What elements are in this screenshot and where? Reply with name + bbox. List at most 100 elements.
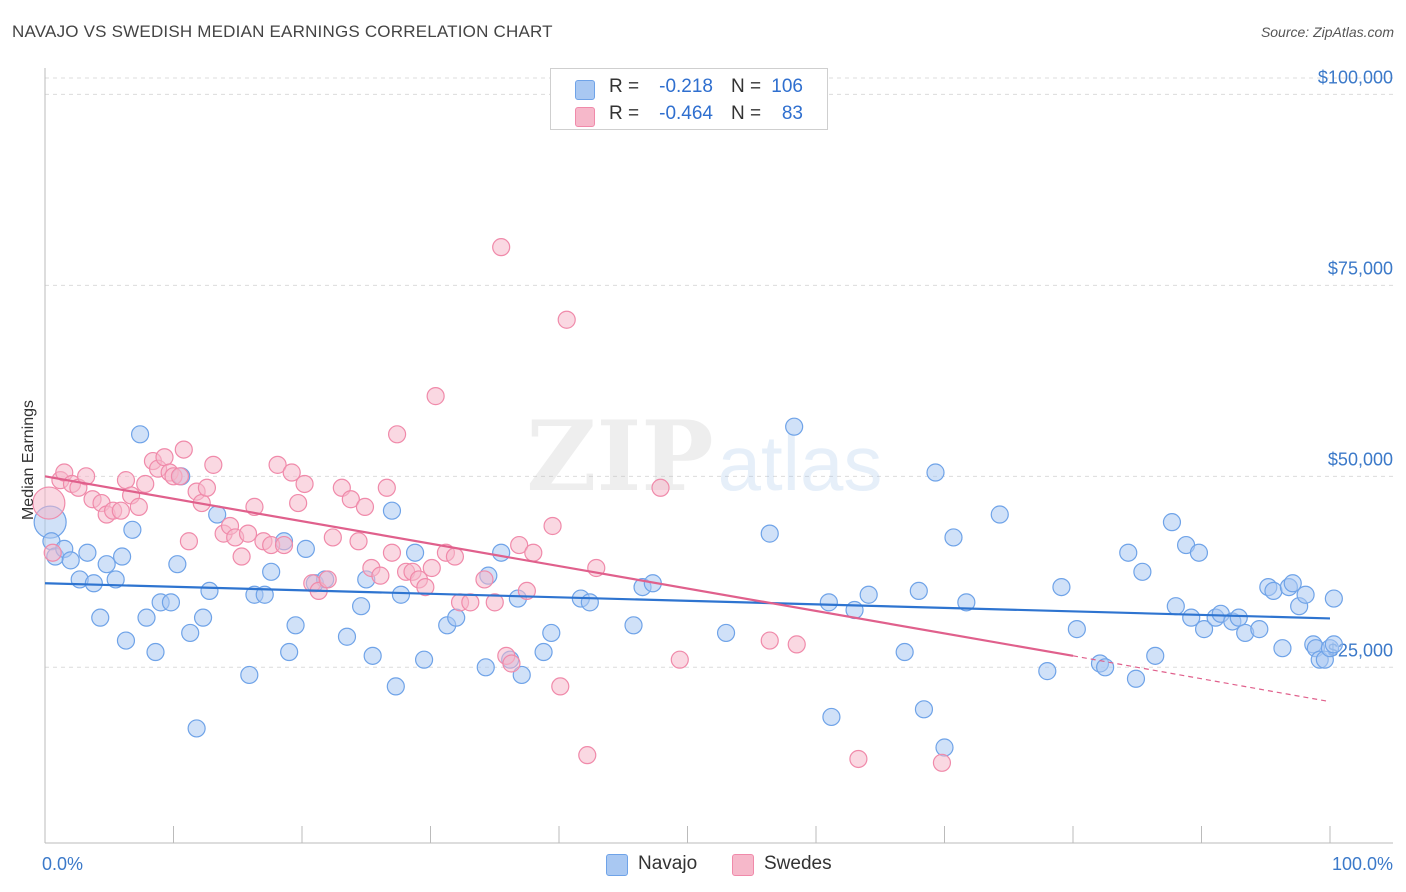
point-navajo [1296, 585, 1315, 604]
point-swedes [787, 635, 806, 654]
point-navajo [909, 581, 928, 601]
point-swedes [238, 524, 258, 543]
y-tick-label: $50,000 [1328, 449, 1393, 469]
point-swedes [416, 577, 435, 597]
chart-title: NAVAJO VS SWEDISH MEDIAN EARNINGS CORREL… [12, 22, 553, 41]
point-swedes [349, 532, 368, 551]
point-swedes [551, 677, 570, 696]
point-navajo [352, 597, 371, 616]
point-navajo [1283, 574, 1302, 593]
point-navajo [106, 570, 125, 589]
point-swedes [461, 593, 480, 612]
point-navajo [137, 608, 156, 627]
point-swedes [204, 455, 223, 474]
point-navajo [161, 593, 181, 612]
point-navajo [391, 585, 411, 604]
y-tick-label: $25,000 [1328, 640, 1393, 660]
bottom-legend-swedes: Swedes [732, 851, 852, 877]
point-swedes [318, 570, 337, 589]
point-swedes [32, 486, 66, 520]
point-swedes [289, 493, 308, 513]
point-navajo [1119, 543, 1138, 562]
grid-lines [45, 77, 1393, 668]
legend-row-swedes: R = -0.464 N = 83 [551, 100, 827, 128]
point-navajo [624, 616, 643, 635]
point-navajo [1146, 646, 1165, 665]
point-swedes [111, 501, 130, 520]
y-tick-label: $100,000 [1318, 67, 1393, 87]
point-swedes [295, 474, 314, 494]
point-swedes [174, 440, 193, 459]
point-navajo [286, 616, 305, 635]
point-swedes [136, 474, 155, 494]
point-swedes [282, 463, 301, 482]
point-navajo [1194, 620, 1214, 639]
point-navajo [91, 608, 110, 627]
point-swedes [485, 593, 504, 612]
legend-r-label: R = [609, 76, 640, 97]
bottom-legend-swatch-navajo [606, 854, 628, 876]
point-navajo [1096, 658, 1115, 677]
point-navajo [447, 608, 466, 627]
point-swedes [129, 497, 148, 516]
point-swedes [274, 535, 294, 555]
point-swedes [382, 543, 402, 562]
point-navajo [382, 501, 402, 520]
point-swedes [510, 535, 529, 555]
legend-n-value: 106 [771, 76, 803, 97]
point-navajo [1126, 669, 1146, 688]
point-swedes [760, 631, 779, 650]
legend-r-value: -0.464 [659, 103, 713, 124]
point-navajo [935, 738, 954, 757]
point-swedes [492, 238, 511, 257]
point-navajo [130, 425, 150, 444]
point-navajo [1067, 620, 1086, 639]
legend-r-label: R = [609, 103, 640, 124]
point-swedes [557, 310, 576, 329]
point-navajo [386, 677, 405, 696]
point-navajo [280, 642, 299, 662]
point-swedes [524, 543, 543, 562]
x-tick-label: 0.0% [42, 854, 83, 874]
point-navajo [534, 642, 553, 662]
point-swedes [197, 478, 217, 497]
point-navajo [476, 658, 495, 677]
point-navajo [1182, 608, 1201, 627]
point-navajo [146, 642, 165, 662]
trend-line-swedes [44, 475, 1074, 657]
point-navajo [337, 627, 357, 646]
point-navajo [296, 539, 315, 558]
point-navajo [957, 593, 976, 612]
legend-n-label: N = [731, 103, 762, 124]
point-swedes [445, 547, 465, 566]
bottom-legend-navajo: Navajo [606, 851, 716, 877]
point-swedes [341, 490, 360, 509]
legend-swatch-swedes [575, 107, 595, 127]
point-navajo [819, 593, 838, 612]
point-swedes [43, 543, 62, 562]
point-swedes [377, 478, 396, 497]
axes [44, 68, 1393, 844]
point-swedes [651, 478, 670, 497]
point-navajo [240, 665, 259, 685]
point-swedes [232, 547, 251, 566]
point-swedes [116, 471, 136, 490]
y-tick-labels: $100,000 $75,000 $50,000 $25,000 [1318, 67, 1393, 660]
point-navajo [97, 555, 116, 574]
x-tick-labels: 0.0% 100.0% [42, 854, 1393, 874]
point-navajo [200, 581, 219, 601]
legend-swatch-navajo [575, 80, 595, 100]
point-navajo [895, 642, 914, 662]
point-navajo [193, 608, 213, 627]
point-swedes [355, 497, 375, 516]
point-swedes [426, 387, 445, 406]
legend-row-navajo: R = -0.218 N = 106 [551, 73, 827, 101]
point-navajo [1162, 513, 1182, 532]
legend-n-label: N = [731, 76, 762, 97]
point-navajo [112, 547, 132, 566]
correlation-legend: R = -0.218 N = 106 R = -0.464 N = 83 [550, 68, 828, 130]
point-navajo [914, 700, 934, 719]
point-swedes [422, 558, 441, 578]
point-navajo [1189, 543, 1209, 562]
